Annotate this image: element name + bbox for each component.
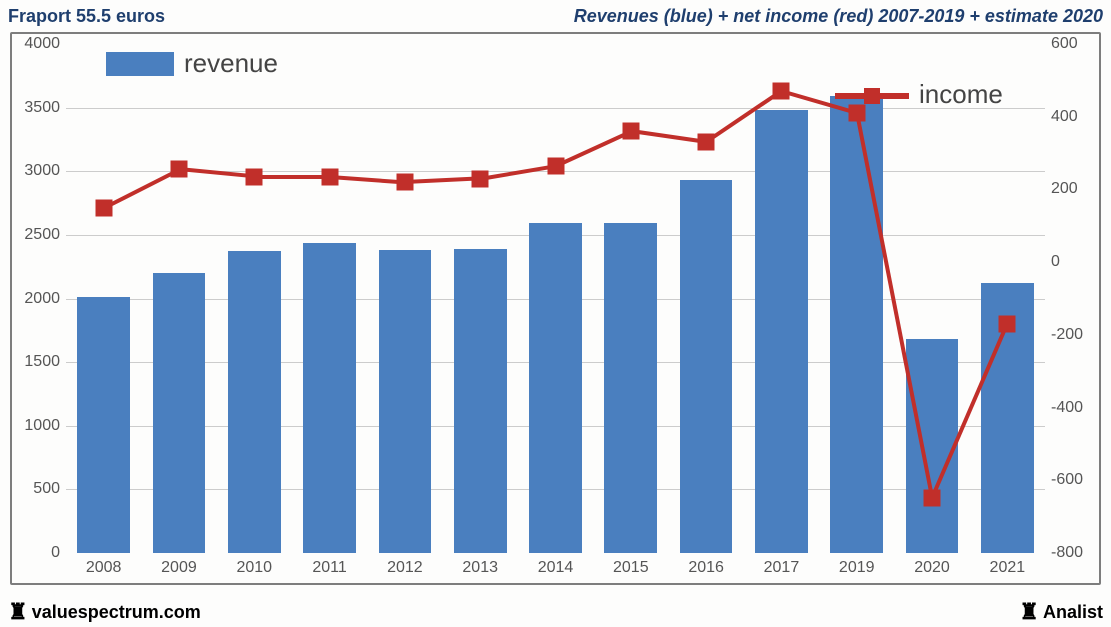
- income-marker: [95, 199, 112, 216]
- legend-revenue-swatch: [106, 52, 174, 76]
- x-tick: 2020: [914, 553, 950, 577]
- y-left-tick: 3500: [24, 99, 66, 117]
- income-marker: [999, 315, 1016, 332]
- income-marker: [472, 170, 489, 187]
- footer-brand-text: Analist: [1043, 602, 1103, 623]
- x-tick: 2021: [990, 553, 1026, 577]
- revenue-bar: [529, 223, 582, 553]
- income-marker: [622, 123, 639, 140]
- income-marker: [170, 161, 187, 178]
- legend-revenue-label: revenue: [184, 48, 278, 79]
- x-tick: 2008: [86, 553, 122, 577]
- y-right-tick: -800: [1045, 544, 1083, 562]
- footer-source: ♜ valuespectrum.com: [8, 601, 201, 623]
- income-line-segment: [179, 167, 255, 178]
- chart-container: { "header": { "title_left": "Fraport 55.…: [0, 0, 1111, 627]
- y-left-tick: 2500: [24, 226, 66, 244]
- revenue-bar: [906, 339, 959, 553]
- x-tick: 2014: [538, 553, 574, 577]
- y-right-tick: -200: [1045, 326, 1083, 344]
- income-line-segment: [329, 175, 405, 184]
- plot-frame: 05001000150020002500300035004000-800-600…: [10, 32, 1101, 585]
- y-right-tick: 200: [1045, 180, 1078, 198]
- footer-source-text: valuespectrum.com: [32, 602, 201, 623]
- plot-area: 05001000150020002500300035004000-800-600…: [18, 40, 1093, 577]
- rook-icon: ♜: [1019, 601, 1039, 623]
- y-right-tick: -400: [1045, 399, 1083, 417]
- y-left-tick: 3000: [24, 162, 66, 180]
- y-right-tick: -600: [1045, 471, 1083, 489]
- income-marker: [924, 490, 941, 507]
- y-left-tick: 0: [51, 544, 66, 562]
- y-left-tick: 4000: [24, 35, 66, 53]
- income-line-segment: [631, 129, 707, 144]
- revenue-bar: [379, 250, 432, 553]
- x-tick: 2009: [161, 553, 197, 577]
- revenue-bar: [303, 243, 356, 553]
- x-tick: 2019: [839, 553, 875, 577]
- income-marker: [848, 105, 865, 122]
- income-line-segment: [103, 168, 180, 210]
- y-left-tick: 1500: [24, 353, 66, 371]
- income-marker: [698, 134, 715, 151]
- income-marker: [321, 168, 338, 185]
- revenue-bar: [755, 110, 808, 553]
- revenue-bar: [228, 251, 281, 553]
- legend-income-marker: [864, 88, 880, 104]
- income-line-segment: [405, 177, 480, 185]
- revenue-bar: [77, 297, 130, 553]
- plot-content: 05001000150020002500300035004000-800-600…: [66, 44, 1045, 553]
- y-left-tick: 2000: [24, 290, 66, 308]
- y-left-tick: 500: [33, 480, 66, 498]
- x-tick: 2011: [312, 553, 346, 577]
- x-tick: 2017: [764, 553, 800, 577]
- income-line-segment: [555, 129, 632, 167]
- footer-brand: ♜ Analist: [1019, 601, 1103, 623]
- income-marker: [773, 83, 790, 100]
- income-marker: [396, 174, 413, 191]
- x-tick: 2016: [688, 553, 724, 577]
- chart-title-left: Fraport 55.5 euros: [8, 6, 165, 27]
- y-right-tick: 0: [1045, 253, 1060, 271]
- chart-title-right: Revenues (blue) + net income (red) 2007-…: [574, 6, 1103, 27]
- y-left-tick: 1000: [24, 417, 66, 435]
- revenue-bar: [153, 273, 206, 553]
- legend-income-label: income: [919, 79, 1003, 110]
- revenue-bar: [680, 180, 733, 553]
- gridline: [66, 108, 1045, 109]
- revenue-bar: [830, 96, 883, 553]
- x-tick: 2010: [236, 553, 272, 577]
- y-right-tick: 600: [1045, 35, 1078, 53]
- income-marker: [547, 157, 564, 174]
- y-right-tick: 400: [1045, 108, 1078, 126]
- revenue-bar: [454, 249, 507, 553]
- x-tick: 2013: [462, 553, 498, 577]
- income-marker: [246, 168, 263, 185]
- income-line-segment: [254, 175, 329, 179]
- x-tick: 2012: [387, 553, 423, 577]
- revenue-bar: [604, 223, 657, 553]
- x-tick: 2015: [613, 553, 649, 577]
- rook-icon: ♜: [8, 601, 28, 623]
